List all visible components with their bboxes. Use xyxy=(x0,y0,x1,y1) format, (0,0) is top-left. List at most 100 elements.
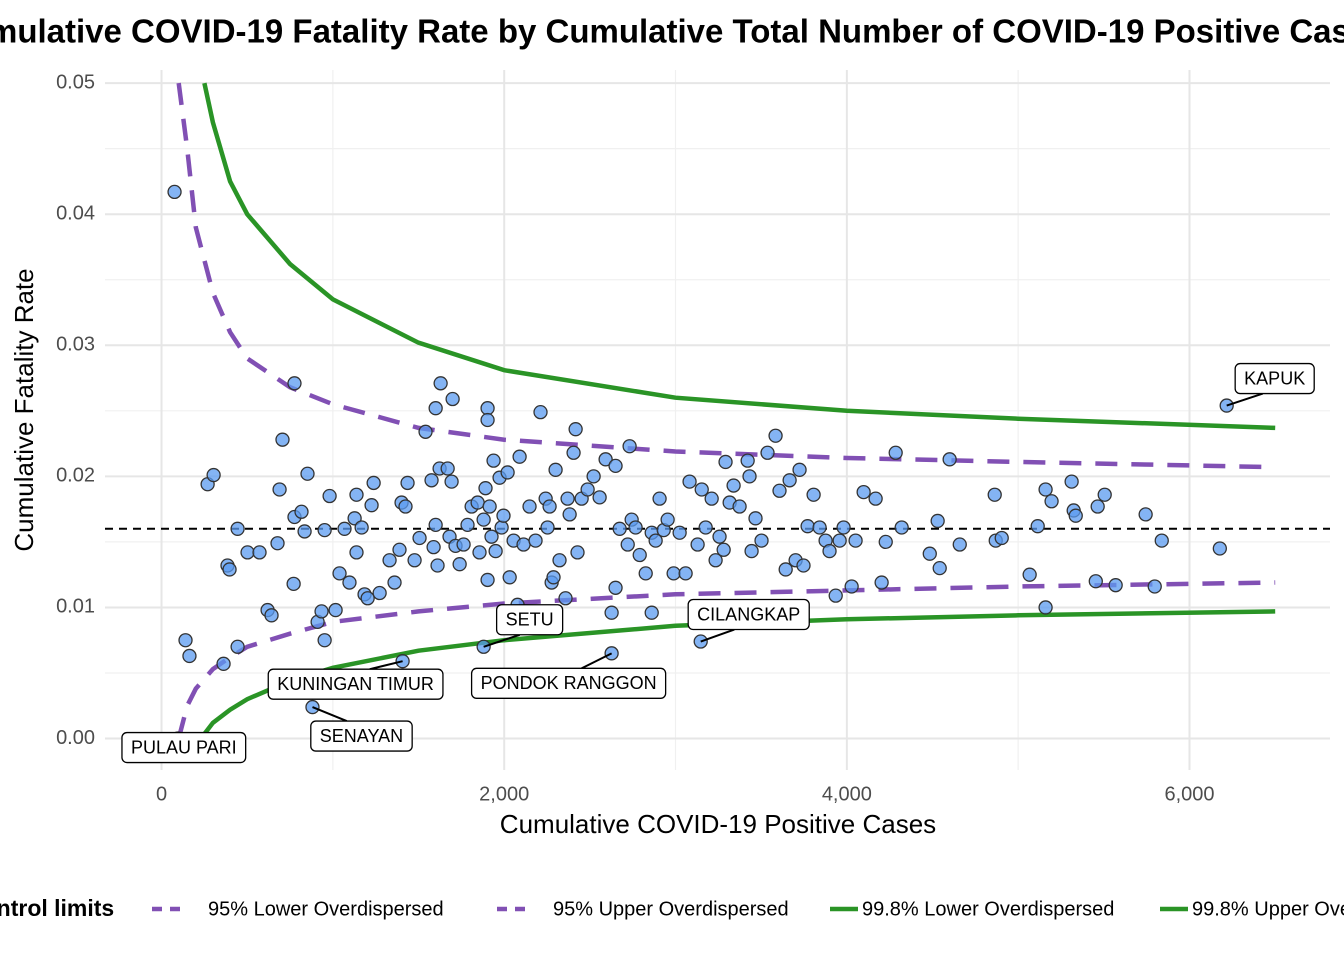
data-point xyxy=(476,512,491,527)
data-point xyxy=(387,575,402,590)
data-point xyxy=(287,376,302,391)
data-point xyxy=(704,491,719,506)
legend-label: 95% Upper Overdispersed xyxy=(553,898,789,920)
data-point xyxy=(828,588,843,603)
data-point xyxy=(718,454,733,470)
data-point xyxy=(942,452,957,467)
annotation: KAPUK xyxy=(1244,368,1305,388)
data-point xyxy=(407,553,422,568)
control-limit-line xyxy=(176,82,1276,470)
data-point xyxy=(178,633,193,648)
x-tick-label: 4,000 xyxy=(822,783,872,805)
data-point xyxy=(264,608,279,623)
data-point xyxy=(580,482,595,497)
data-point xyxy=(452,557,467,572)
data-point xyxy=(742,469,757,484)
data-point xyxy=(167,184,182,200)
data-point xyxy=(796,558,811,573)
data-point xyxy=(987,487,1002,502)
y-axis-title: Cumulative Fatality Rate xyxy=(9,268,39,551)
data-point xyxy=(460,517,475,533)
data-point xyxy=(322,488,337,504)
data-point xyxy=(230,521,245,536)
data-point xyxy=(888,445,903,460)
data-point xyxy=(678,566,693,581)
data-point xyxy=(560,491,575,506)
y-tick-label: 0.00 xyxy=(56,727,95,749)
x-tick-label: 2,000 xyxy=(479,783,529,805)
data-point xyxy=(488,543,503,559)
annotation-leader xyxy=(581,652,613,670)
data-point xyxy=(552,553,567,568)
legend-label: 95% Lower Overdispersed xyxy=(208,898,444,920)
data-point xyxy=(252,545,267,560)
y-tick-label: 0.04 xyxy=(56,202,95,224)
data-point xyxy=(533,404,548,420)
annotation-label: KUNINGAN TIMUR xyxy=(277,674,434,694)
x-axis-title: Cumulative COVID-19 Positive Cases xyxy=(500,809,936,839)
data-point xyxy=(566,445,581,460)
annotation-box xyxy=(470,667,667,699)
data-point xyxy=(522,499,537,514)
annotation-box xyxy=(495,604,564,636)
data-point xyxy=(628,520,643,535)
data-point xyxy=(482,499,497,514)
data-point xyxy=(484,529,499,544)
data-point xyxy=(1064,474,1079,489)
data-point xyxy=(480,412,495,428)
data-point xyxy=(418,424,433,439)
annotation-box xyxy=(687,598,810,631)
data-point xyxy=(608,458,623,474)
data-point xyxy=(922,546,937,561)
data-point xyxy=(1090,499,1105,514)
data-point xyxy=(297,524,312,539)
data-point xyxy=(500,465,515,480)
data-point xyxy=(592,490,607,505)
data-point xyxy=(562,507,577,522)
data-point xyxy=(272,482,287,497)
data-point xyxy=(496,508,511,523)
data-point xyxy=(568,422,583,437)
annotation-leader xyxy=(1226,392,1264,407)
data-point xyxy=(1022,567,1037,582)
data-point xyxy=(528,533,543,548)
data-point xyxy=(932,560,947,576)
data-point xyxy=(548,462,563,477)
data-point xyxy=(868,491,883,506)
data-point xyxy=(1154,533,1169,548)
data-point xyxy=(1138,507,1153,522)
data-point xyxy=(216,656,231,671)
data-point xyxy=(426,540,441,555)
annotation-box xyxy=(1234,362,1315,395)
data-point xyxy=(768,428,783,443)
data-point xyxy=(744,543,759,559)
data-point xyxy=(644,605,659,620)
data-point xyxy=(812,520,827,535)
data-point xyxy=(874,575,889,590)
data-point xyxy=(952,537,967,552)
data-point xyxy=(660,512,675,527)
data-point xyxy=(844,579,859,594)
data-point xyxy=(294,504,309,519)
y-tick-label: 0.01 xyxy=(56,596,95,618)
data-point xyxy=(486,453,501,468)
data-point xyxy=(586,469,601,484)
data-point xyxy=(994,530,1009,546)
data-point xyxy=(1038,482,1053,497)
annotation-leader xyxy=(312,706,348,723)
control-limit-line xyxy=(176,580,1276,740)
data-point xyxy=(1212,541,1227,556)
data-point xyxy=(206,467,221,483)
annotation-label: SENAYAN xyxy=(320,726,403,746)
data-point xyxy=(772,483,787,498)
annotation-label: PULAU PARI xyxy=(131,737,237,757)
data-point xyxy=(740,453,755,468)
data-point xyxy=(622,439,637,454)
data-point xyxy=(472,545,487,560)
data-point xyxy=(1038,600,1053,615)
data-point xyxy=(337,521,352,536)
data-point xyxy=(652,491,667,506)
data-point xyxy=(364,498,379,513)
data-point xyxy=(270,536,285,551)
